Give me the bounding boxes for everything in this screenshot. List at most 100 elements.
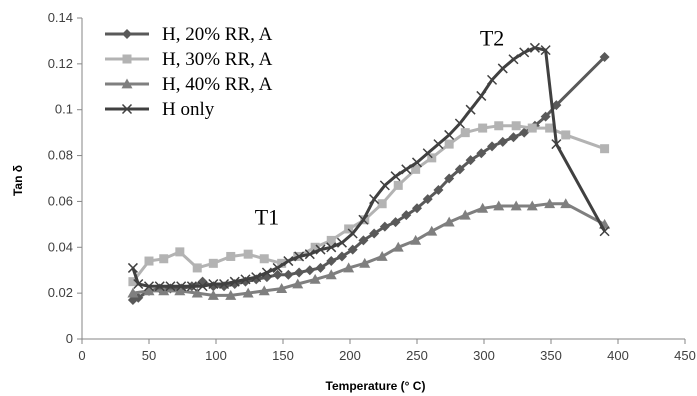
data-point	[508, 54, 519, 65]
plot-area	[127, 42, 611, 306]
x-tick-label: 0	[78, 348, 85, 363]
data-point	[197, 281, 208, 292]
series-3	[127, 198, 611, 300]
data-point	[175, 247, 185, 257]
data-point	[476, 148, 487, 159]
data-point	[545, 123, 555, 133]
axes: 0 0.02 0.04 0.06 0.08 0.1 0.12 0.14 0 50 100 150 200…	[48, 10, 696, 363]
data-point	[422, 194, 433, 205]
data-point	[144, 256, 154, 266]
y-tick-label: 0.1	[55, 102, 73, 117]
data-point	[272, 262, 283, 273]
data-point	[347, 228, 358, 239]
data-point	[599, 51, 610, 62]
data-point	[444, 173, 455, 184]
data-point	[359, 257, 371, 268]
legend-entry: H, 20% RR, A	[105, 24, 273, 45]
data-point	[326, 242, 337, 253]
data-point	[186, 281, 197, 292]
data-point	[401, 210, 412, 221]
data-point	[229, 276, 240, 287]
y-tick-label: 0.14	[48, 10, 73, 25]
data-point	[493, 200, 505, 211]
data-point	[294, 267, 305, 278]
data-point	[487, 141, 498, 152]
x-tick-label: 300	[473, 348, 495, 363]
legend-entry: H, 30% RR, A	[105, 49, 273, 70]
data-point	[454, 118, 465, 129]
data-point	[519, 47, 530, 58]
x-tick-label: 50	[142, 348, 156, 363]
legend-marker	[122, 29, 132, 39]
x-tick-label: 450	[674, 348, 696, 363]
data-point	[426, 225, 438, 236]
series-line	[131, 124, 606, 283]
data-point	[410, 234, 422, 245]
data-point	[433, 139, 444, 150]
data-point	[325, 269, 337, 280]
data-point	[600, 144, 610, 154]
y-tick-label: 0.06	[48, 193, 73, 208]
data-point	[476, 90, 487, 101]
data-point	[478, 123, 488, 133]
data-point	[336, 237, 347, 248]
x-tick-label: 100	[205, 348, 227, 363]
legend-entry: H only	[105, 99, 215, 120]
legend-marker	[122, 54, 132, 64]
legend-label: H, 40% RR, A	[162, 74, 273, 95]
data-point	[443, 216, 455, 227]
data-point	[259, 254, 269, 264]
data-point	[283, 256, 294, 267]
data-point	[511, 121, 521, 131]
y-tick-label: 0	[66, 331, 73, 346]
data-point	[326, 235, 336, 245]
annotation-t2: T2	[480, 26, 504, 51]
data-point	[454, 164, 465, 175]
data-point	[272, 269, 283, 280]
data-point	[176, 281, 187, 292]
y-tick-label: 0.02	[48, 285, 73, 300]
data-point	[242, 287, 254, 298]
data-point	[243, 249, 253, 259]
data-point	[444, 139, 454, 149]
data-point	[561, 130, 571, 140]
data-point	[379, 221, 390, 232]
data-point	[494, 121, 504, 131]
data-point	[526, 200, 538, 211]
data-point	[154, 281, 165, 292]
data-point	[369, 194, 380, 205]
data-point	[309, 273, 321, 284]
data-point	[343, 262, 355, 273]
data-point	[412, 203, 422, 214]
data-point	[283, 269, 294, 280]
legend-marker	[121, 78, 133, 89]
data-point	[127, 287, 139, 298]
data-point	[508, 132, 519, 143]
data-point	[192, 263, 202, 273]
data-point	[433, 184, 444, 195]
data-point	[304, 249, 315, 260]
data-point	[460, 128, 470, 138]
annotation-t1: T1	[255, 204, 279, 229]
data-point	[226, 251, 236, 261]
x-tick-label: 250	[406, 348, 428, 363]
data-point	[540, 45, 551, 56]
data-point	[127, 262, 138, 273]
data-point	[411, 164, 421, 174]
data-point	[519, 127, 530, 138]
data-point	[551, 139, 562, 150]
series-line	[132, 202, 606, 297]
data-point	[336, 251, 347, 262]
data-point	[390, 217, 401, 228]
data-point	[358, 235, 369, 246]
data-point	[143, 281, 155, 292]
data-point	[208, 258, 218, 268]
data-point	[487, 74, 498, 85]
data-point	[133, 278, 144, 290]
data-point	[529, 42, 540, 53]
data-point	[497, 63, 508, 74]
data-point	[304, 265, 315, 276]
data-point	[497, 136, 508, 147]
data-point	[551, 100, 562, 111]
